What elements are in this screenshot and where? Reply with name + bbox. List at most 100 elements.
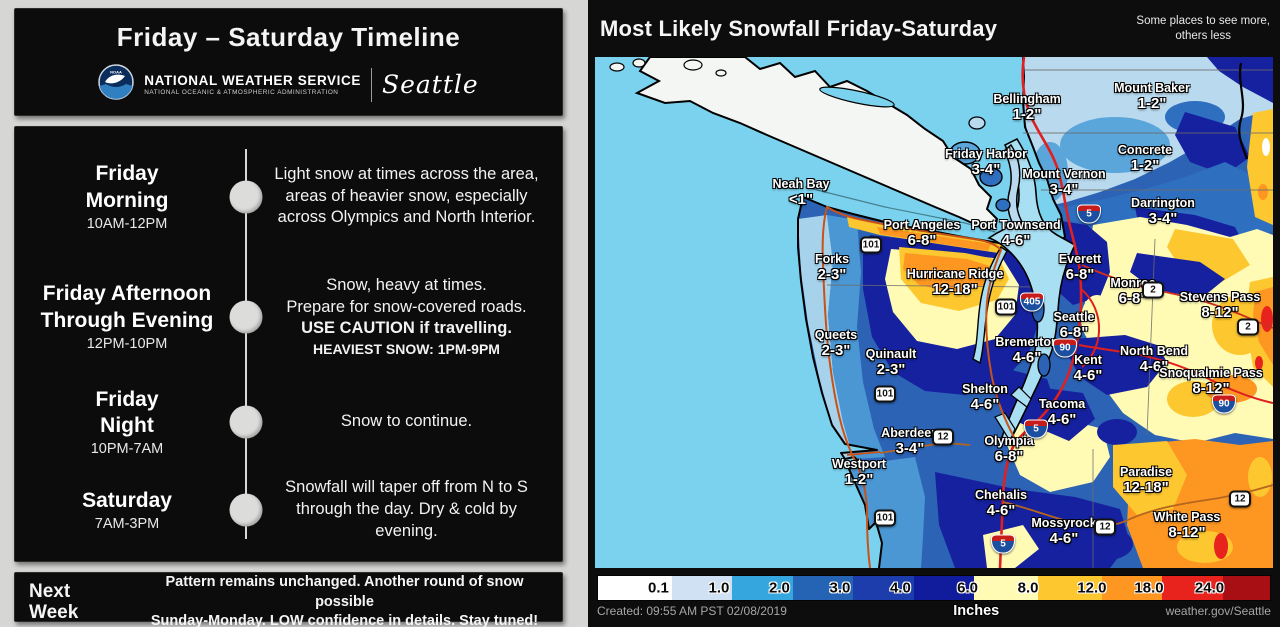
- next-week-bar: Next Week Pattern remains unchanged. Ano…: [14, 572, 563, 627]
- timeline-period: Friday Morning 10AM-12PM: [29, 161, 225, 232]
- timeline-description: Snow, heavy at times. Prepare for snow-co…: [267, 275, 546, 359]
- legend-color-segment: [1038, 576, 1102, 600]
- next-week-text-line: Pattern remains unchanged. Another round…: [165, 574, 524, 610]
- next-week-label-line: Next: [29, 580, 71, 602]
- timeline-description: Snow to continue.: [267, 411, 546, 433]
- timeline-period: Friday Night 10PM-7AM: [29, 387, 225, 458]
- timeline-period-title: Night: [100, 414, 154, 438]
- snowfall-map-panel: Most Likely Snowfall Friday-Saturday Som…: [588, 0, 1280, 627]
- timeline-node-column: [225, 254, 267, 380]
- timeline-description-line: USE CAUTION if travelling.: [301, 319, 512, 338]
- legend-color-segment: [853, 576, 914, 600]
- snowfall-map: Bellingham 1-2" Mount Baker 1-2" Concrete 1-2…: [595, 57, 1273, 568]
- legend-color-segment: [671, 576, 733, 600]
- timeline-node-circle: [229, 300, 263, 334]
- snowfall-legend: 0.1 1.0 2.0 3.0 4.0 6.0 8.0 12.0 18.0 24.0: [597, 575, 1271, 601]
- highway-101-shield-icon: 101: [874, 509, 896, 527]
- legend-value: 24.0: [1194, 579, 1225, 597]
- noaa-name: NATIONAL OCEANIC & ATMOSPHERIC ADMINISTR…: [144, 89, 339, 96]
- nws-branding: NOAA NATIONAL WEATHER SERVICE NATIONAL O…: [15, 64, 562, 105]
- legend-color-segment: [732, 576, 793, 600]
- highway-12-shield-icon: 12: [932, 428, 954, 446]
- interstate-90-shield-icon: 90: [1212, 394, 1236, 414]
- timeline-node-column: [225, 375, 267, 470]
- timeline-node-column: [225, 465, 267, 553]
- map-footer: Created: 09:55 AM PST 02/08/2019 Inches …: [597, 603, 1271, 619]
- timeline-period-hours: 10AM-12PM: [86, 215, 168, 232]
- interstate-5-shield-icon: 5: [1077, 204, 1101, 224]
- highway-101-shield-icon: 101: [860, 236, 882, 254]
- legend-value: 8.0: [1017, 579, 1039, 597]
- interstate-5-shield-icon: 5: [991, 534, 1015, 554]
- timeline-node-circle: [229, 405, 263, 439]
- timeline-panel: Friday – Saturday Timeline NOAA NATIONAL…: [0, 0, 588, 627]
- legend-color-segment: [1162, 576, 1223, 600]
- highway-2-shield-icon: 2: [1237, 318, 1259, 336]
- created-timestamp: Created: 09:55 AM PST 02/08/2019: [597, 604, 787, 618]
- timeline-header: Friday – Saturday Timeline NOAA NATIONAL…: [14, 8, 563, 116]
- timeline-description-line: Prepare for snow-covered roads.: [286, 297, 527, 316]
- timeline-period-title: Through Evening: [40, 308, 214, 332]
- legend-value: 18.0: [1134, 579, 1164, 597]
- timeline-period-title: Friday: [95, 162, 159, 186]
- timeline-period-title: Friday Afternoon: [42, 282, 212, 306]
- legend-value: 12.0: [1077, 579, 1107, 597]
- legend-value: 0.1: [648, 579, 669, 597]
- timeline-description-line: HEAVIEST SNOW: 1PM-9PM: [313, 341, 500, 358]
- timeline-period-hours: 10PM-7AM: [90, 441, 164, 458]
- timeline-row: Friday Night 10PM-7AM Snow to continue.: [29, 375, 546, 470]
- timeline-node-column: [225, 137, 267, 259]
- next-week-text-line: Sunday-Monday. LOW confidence in details…: [150, 613, 539, 627]
- legend-value: 6.0: [957, 579, 979, 597]
- timeline-row: Saturday 7AM-3PM Snowfall will taper off f…: [29, 465, 546, 553]
- logo-divider: [370, 67, 372, 102]
- map-disclaimer: Some places to see more, others less: [1136, 14, 1270, 44]
- timeline-description: Snowfall will taper off from N to S thro…: [267, 477, 546, 542]
- map-header: Most Likely Snowfall Friday-Saturday Som…: [588, 0, 1280, 57]
- timeline-description-line: Snowfall will taper off from N to S thro…: [285, 478, 528, 540]
- timeline-description: Light snow at times across the area, are…: [267, 164, 546, 229]
- next-week-label-line: Week: [29, 602, 79, 624]
- website-url: weather.gov/Seattle: [1165, 604, 1271, 618]
- legend-color-segment: [1222, 576, 1270, 600]
- noaa-logo-icon: NOAA: [98, 64, 135, 105]
- map-disclaimer-line: Some places to see more,: [1136, 14, 1270, 27]
- timeline-row: Friday Afternoon Through Evening 12PM-10PM…: [29, 254, 546, 380]
- nws-name: NATIONAL WEATHER SERVICE: [144, 73, 361, 88]
- legend-color-segment: [1101, 576, 1163, 600]
- timeline-period-title: Friday: [95, 387, 159, 411]
- timeline-period-title: Morning: [85, 188, 169, 212]
- timeline-period-hours: 7AM-3PM: [94, 516, 160, 533]
- legend-color-segment: [792, 576, 854, 600]
- timeline-period-title: Saturday: [82, 488, 172, 512]
- legend-value: 1.0: [708, 579, 730, 597]
- timeline-description-line: Light snow at times across the area, are…: [274, 164, 539, 227]
- timeline-row: Friday Morning 10AM-12PM Light snow at time…: [29, 137, 546, 259]
- timeline-description-line: Snow to continue.: [340, 412, 473, 431]
- next-week-label: Next Week: [29, 581, 137, 625]
- nws-wordmark: NATIONAL WEATHER SERVICE NATIONAL OCEANI…: [144, 73, 361, 96]
- timeline-period-hours: 12PM-10PM: [86, 335, 168, 352]
- timeline-node-circle: [229, 493, 263, 527]
- legend-color-segment: [598, 576, 672, 600]
- map-disclaimer-line: others less: [1175, 29, 1231, 42]
- highway-2-shield-icon: 2: [1142, 281, 1164, 299]
- highway-101-shield-icon: 101: [874, 385, 896, 403]
- interstate-405-shield-icon: 405: [1020, 292, 1044, 312]
- timeline-period: Saturday 7AM-3PM: [29, 488, 225, 532]
- next-week-text: Pattern remains unchanged. Another round…: [137, 573, 552, 627]
- highway-12-shield-icon: 12: [1094, 518, 1116, 536]
- legend-value: 4.0: [889, 579, 911, 597]
- office-name: Seattle: [381, 70, 479, 99]
- highway-12-shield-icon: 12: [1229, 490, 1251, 508]
- map-title: Most Likely Snowfall Friday-Saturday: [600, 15, 998, 41]
- highway-101-shield-icon: 101: [995, 298, 1017, 316]
- interstate-5-shield-icon: 5: [1024, 419, 1048, 439]
- legend-units-label: Inches: [953, 603, 1000, 619]
- legend-color-segment: [974, 576, 1039, 600]
- interstate-90-shield-icon: 90: [1053, 338, 1077, 358]
- timeline-body: Friday Morning 10AM-12PM Light snow at time…: [14, 126, 563, 562]
- legend-value: 2.0: [769, 579, 790, 597]
- legend-value: 3.0: [829, 579, 851, 597]
- timeline-description-line: Snow, heavy at times.: [326, 275, 487, 294]
